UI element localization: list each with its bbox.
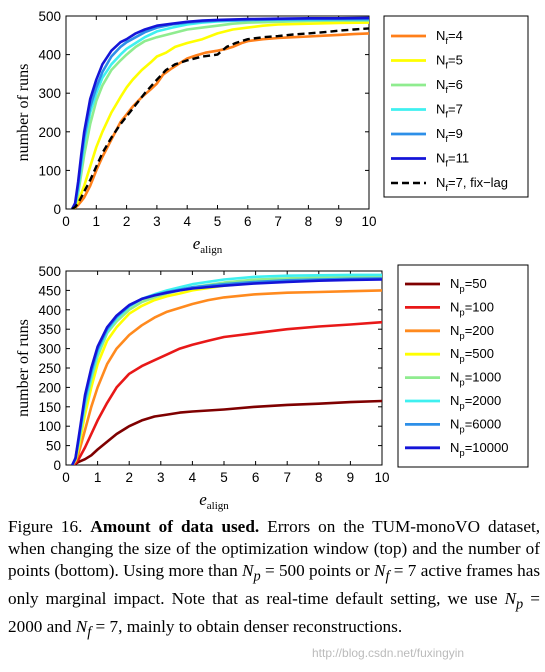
series-line-2 [71,320,382,465]
legend-label-2: Nf=5 [436,53,463,72]
caption-nf-symbol-2: N [75,616,88,636]
series-line-1 [71,399,382,465]
caption-text-1: Errors on the TUM-monoVO dataset, when c… [8,517,541,581]
legend-label-6: Nf=11 [436,151,469,170]
caption-nf-subscript: f [385,568,390,585]
caption-text-5: = 7, mainly to obtain denser reconstruct… [95,616,403,636]
series-line-4 [71,277,382,465]
x-tick-label: 5 [214,214,222,229]
x-tick-label: 10 [374,470,389,485]
caption-nf-subscript-2: f [87,624,92,641]
x-tick-label: 4 [183,214,191,229]
legend-box [397,264,529,468]
x-axis-label: ealign [193,234,223,256]
y-tick-label: 0 [53,458,61,473]
x-tick-label: 10 [361,214,376,229]
legend-label-5: Np=1000 [450,370,501,389]
y-axis-label: number of runs [15,64,32,162]
legend-label-4: Np=500 [450,346,494,365]
y-tick-label: 300 [38,86,61,101]
series-line-3 [71,19,369,209]
series-line-6 [71,273,382,465]
series-line-4 [71,18,369,209]
y-tick-label: 500 [38,9,61,24]
caption-np-subscript: p [253,568,261,585]
series-line-7 [71,27,369,209]
y-tick-label: 150 [38,400,61,415]
y-axis-label: number of runs [15,319,32,417]
caption-np-symbol: N [242,561,254,581]
x-tick-label: 8 [315,470,323,485]
caption-nf-symbol: N [374,561,386,581]
x-tick-label: 3 [157,470,165,485]
x-axis-label: ealign [199,490,229,512]
x-tick-label: 7 [274,214,282,229]
x-tick-label: 0 [62,470,70,485]
x-tick-label: 2 [125,470,133,485]
y-tick-label: 500 [38,264,61,279]
watermark-text: http://blog.csdn.net/fuxingyin [312,646,465,660]
y-tick-label: 250 [38,361,61,376]
y-tick-label: 350 [38,322,61,337]
legend-label-7: Nf=7, fix−lag [436,175,508,194]
legend-label-8: Np=10000 [450,440,508,459]
caption-np-symbol-2: N [504,589,517,609]
y-tick-label: 0 [53,202,61,217]
caption-text-2: = 500 points or [264,561,370,581]
x-tick-label: 1 [94,470,102,485]
caption-text-4: = 2000 and [8,589,540,636]
legend: Nf=4 Nf=5 Nf=6 Nf=7 Nf=9 Nf=11 Nf=7, fix−lag [383,15,529,198]
legend-label-7: Np=6000 [450,416,501,435]
series-line-6 [70,16,369,209]
x-tick-label: 4 [189,470,197,485]
x-tick-label: 6 [244,214,252,229]
legend-label-4: Nf=7 [436,102,463,121]
legend-label-6: Np=2000 [450,393,501,412]
series-line-7 [71,277,382,465]
x-tick-label: 0 [62,214,70,229]
x-tick-label: 3 [153,214,161,229]
caption-bold-title: Amount of data used. [90,517,260,536]
legend-label-1: Np=50 [450,276,487,295]
series-line-1 [71,32,369,209]
series-line-8 [71,278,382,465]
series-line-2 [71,21,369,209]
legend-label-2: Np=100 [450,299,494,318]
x-tick-label: 6 [252,470,260,485]
x-tick-label: 5 [220,470,228,485]
x-tick-label: 9 [347,470,355,485]
legend-label-1: Nf=4 [436,28,463,47]
y-tick-label: 100 [38,419,61,434]
y-tick-label: 50 [46,439,61,454]
x-tick-label: 9 [335,214,343,229]
legend-box [383,15,529,198]
y-tick-label: 300 [38,342,61,357]
legend-label-3: Np=200 [450,323,494,342]
y-tick-label: 450 [38,283,61,298]
y-tick-label: 400 [38,303,61,318]
series-line-5 [71,275,382,465]
y-tick-label: 200 [38,125,61,140]
caption-text-3: = 7 active frames has only marginal impa… [8,561,541,609]
legend-label-3: Nf=6 [436,77,463,96]
x-tick-label: 1 [93,214,101,229]
series-line-3 [71,289,382,465]
x-tick-label: 8 [305,214,313,229]
chart-bottom: 0 1 2 3 4 5 6 7 8 9 100501001502002503003504004505… [15,264,529,512]
x-tick-label: 2 [123,214,131,229]
x-tick-label: 7 [283,470,291,485]
legend-label-5: Nf=9 [436,126,463,145]
legend: Np=50 Np=100 Np=200 Np=500 Np=1000 Np=2000 Np=… [397,264,529,468]
caption-np-subscript-2: p [516,596,524,613]
y-tick-label: 200 [38,380,61,395]
y-tick-label: 100 [38,163,61,178]
figure-caption: Figure 16. Amount of data used. Errors o… [8,516,540,643]
caption-label: Figure 16. [8,517,83,536]
y-tick-label: 400 [38,48,61,63]
